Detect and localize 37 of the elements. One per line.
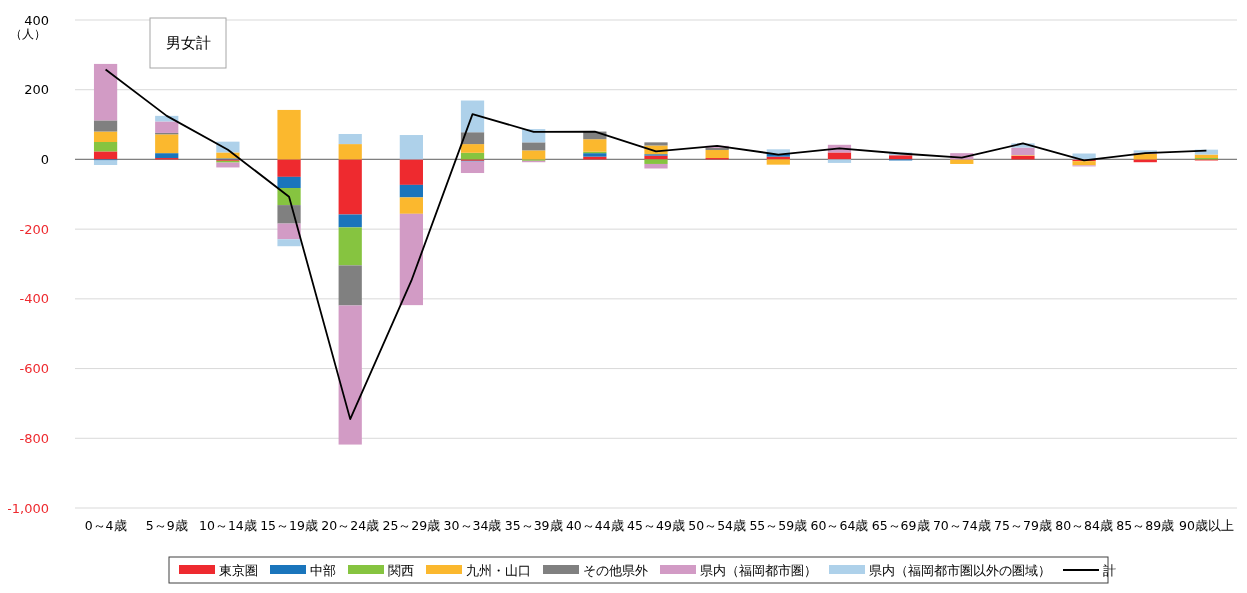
- legend-label: 計: [1103, 562, 1116, 578]
- legend-label: 関西: [388, 562, 414, 578]
- legend-label: 中部: [310, 562, 336, 578]
- legend-label: 県内（福岡都市圏）: [700, 562, 817, 578]
- legend-label: 県内（福岡都市圏以外の圏域）: [869, 562, 1051, 578]
- y-tick-label: 400: [24, 12, 49, 28]
- legend-label: 東京圏: [219, 562, 258, 578]
- y-tick-label: -400: [19, 291, 49, 307]
- x-tick-label: 35～39歳: [504, 518, 563, 533]
- y-tick-label: -1,000: [7, 500, 49, 516]
- x-tick-label: 75～79歳: [994, 518, 1052, 533]
- x-tick-label: 55～59歳: [749, 518, 808, 533]
- x-tick-label: 70～74歳: [932, 518, 991, 533]
- x-tick-label: 20～24歳: [321, 518, 380, 533]
- text: 男女計: [165, 34, 211, 53]
- x-tick-label: 10～14歳: [198, 518, 257, 533]
- x-tick-label: 25～29歳: [382, 518, 441, 533]
- legend-label: その他県外: [583, 562, 648, 578]
- x-tick-label: 0～4歳: [84, 518, 127, 533]
- y-tick-label: 200: [24, 82, 49, 98]
- x-tick-label: 50～54歳: [688, 518, 747, 533]
- x-tick-label: 65～69歳: [871, 518, 930, 533]
- x-tick-label: 90歳以上: [1178, 518, 1234, 533]
- x-tick-label: 80～84歳: [1055, 518, 1114, 533]
- x-tick-label: 30～34歳: [443, 518, 502, 533]
- y-axis-title: （人）: [10, 27, 46, 41]
- legend-label: 九州・山口: [466, 562, 531, 578]
- y-tick-label: -600: [19, 361, 49, 377]
- y-tick-label: 0: [40, 151, 49, 167]
- x-tick-label: 15～19歳: [260, 518, 318, 533]
- x-tick-label: 60～64歳: [810, 518, 869, 533]
- x-tick-label: 40～44歳: [565, 518, 624, 533]
- y-tick-label: -200: [19, 221, 49, 237]
- x-tick-label: 85～89歳: [1116, 518, 1175, 533]
- y-tick-label: -800: [19, 430, 49, 446]
- x-tick-label: 5～9歳: [145, 518, 188, 533]
- x-tick-label: 45～49歳: [627, 518, 685, 533]
